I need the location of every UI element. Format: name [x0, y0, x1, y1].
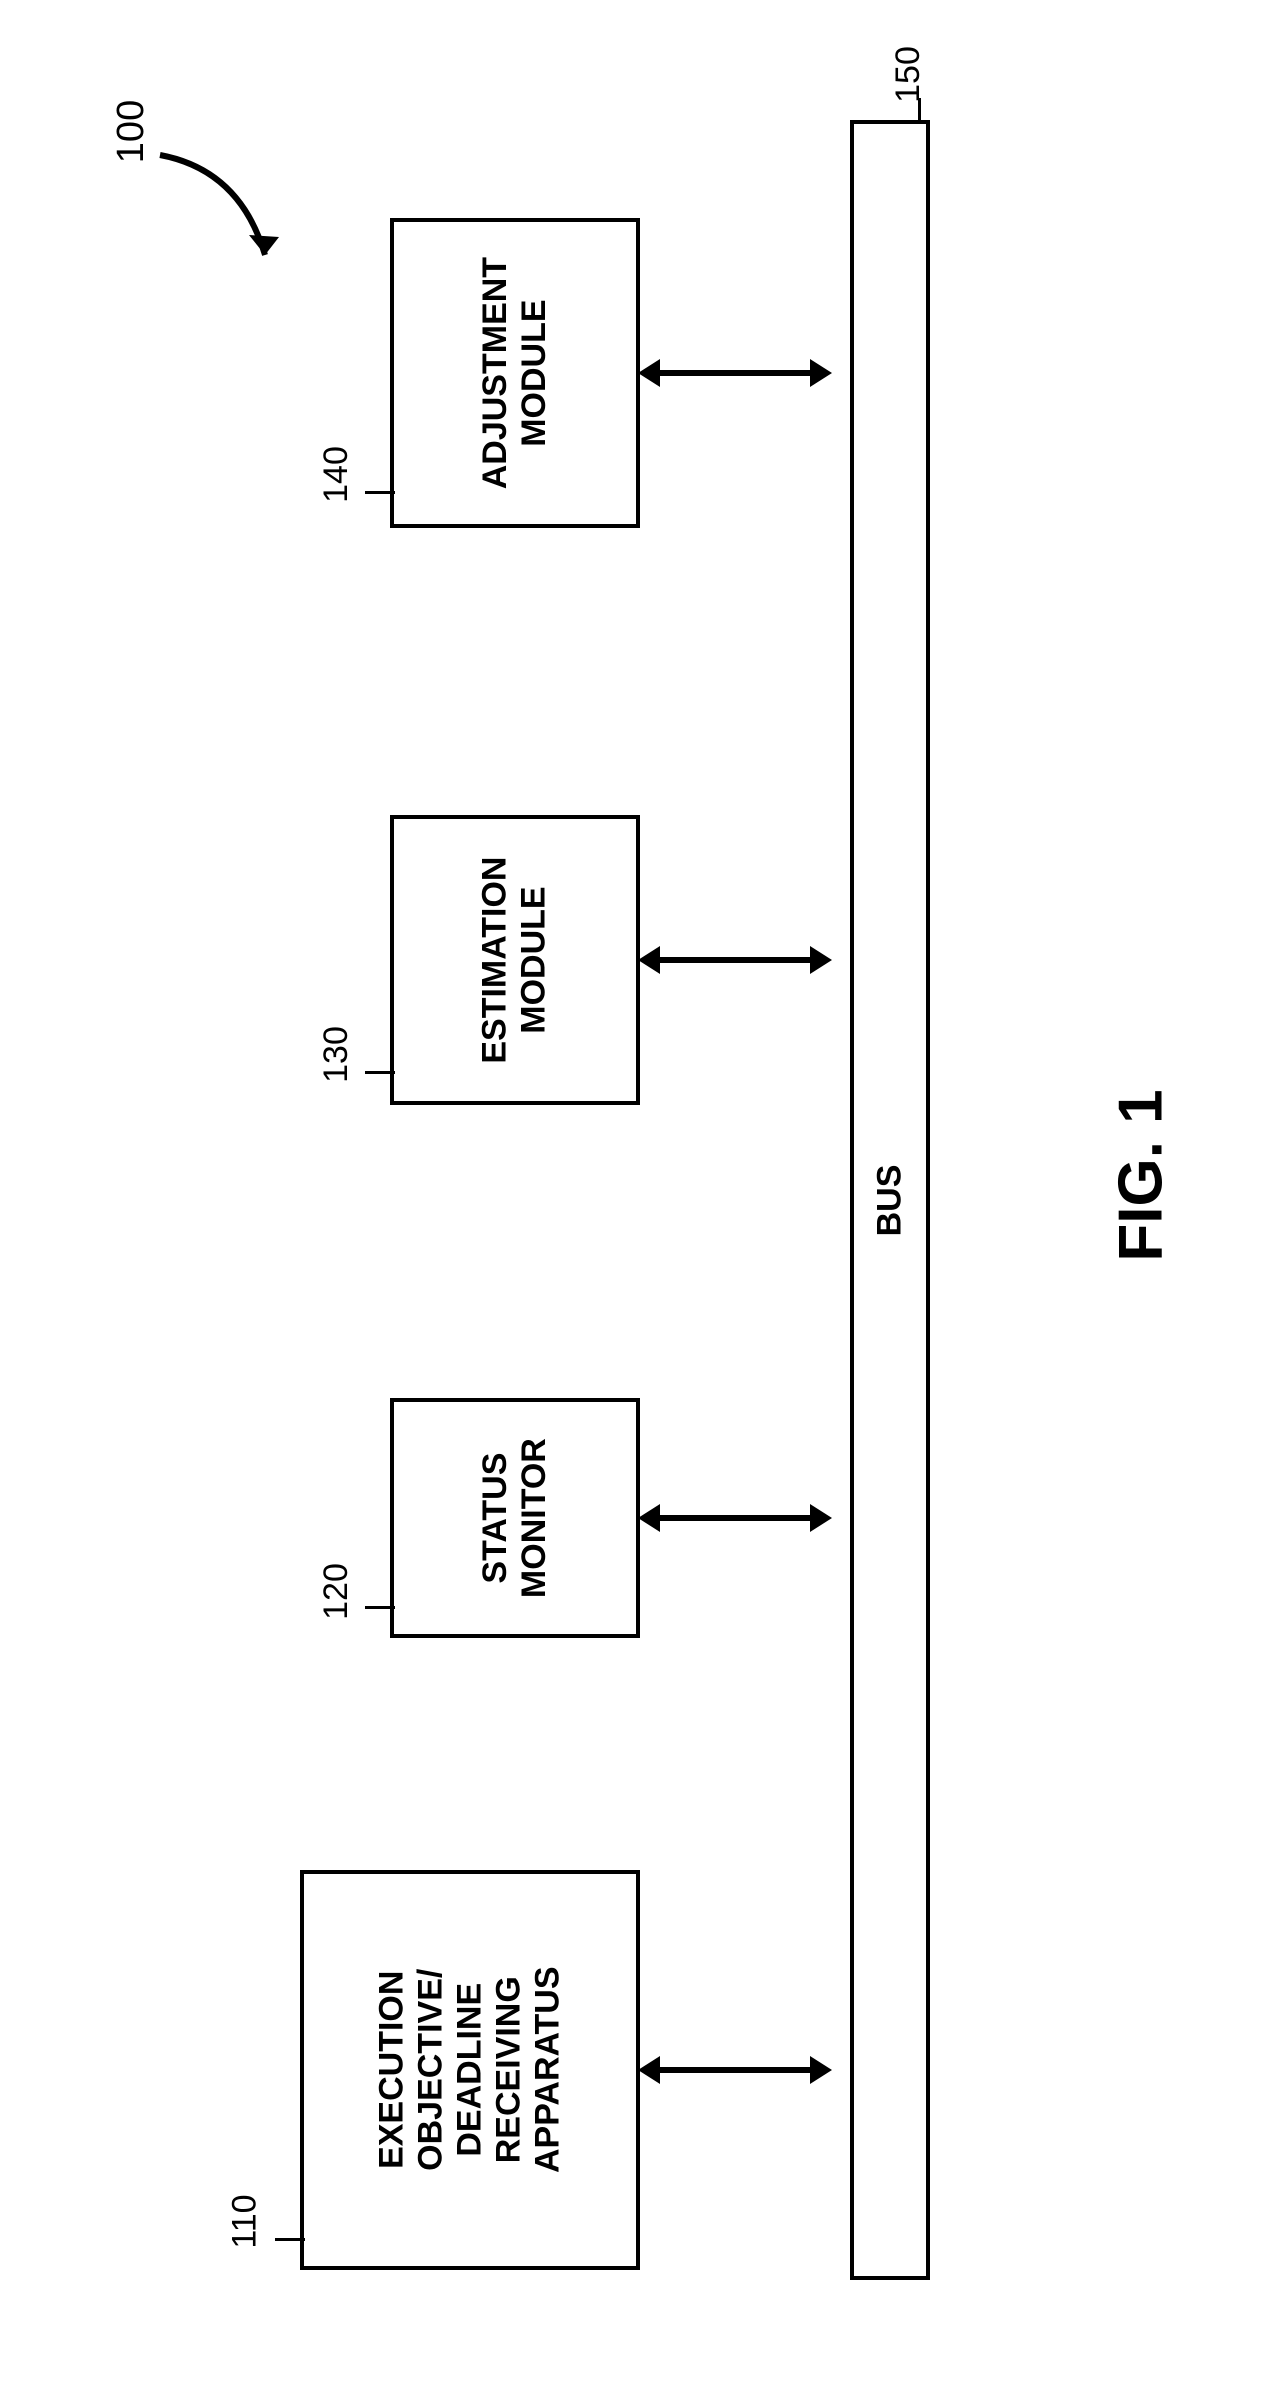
status-monitor-block: STATUS MONITOR	[390, 1398, 640, 1638]
status-monitor-label: STATUS MONITOR	[476, 1438, 554, 1598]
execution-receiving-connector	[660, 2067, 810, 2073]
bus-ref-leader	[918, 98, 921, 123]
status-monitor-ref: 120	[317, 1563, 356, 1620]
execution-receiving-leader	[275, 2238, 305, 2241]
execution-receiving-ref: 110	[226, 2194, 265, 2248]
adjustment-module-ref: 140	[317, 446, 356, 503]
bus-label: BUS	[870, 1164, 909, 1236]
diagram-canvas: BUS 150 EXECUTION OBJECTIVE/ DEADLINE RE…	[0, 0, 1267, 2408]
adjustment-module-block: ADJUSTMENT MODULE	[390, 218, 640, 528]
execution-receiving-block: EXECUTION OBJECTIVE/ DEADLINE RECEIVING …	[300, 1870, 640, 2270]
adjustment-module-label: ADJUSTMENT MODULE	[476, 257, 554, 489]
execution-receiving-label: EXECUTION OBJECTIVE/ DEADLINE RECEIVING …	[372, 1967, 567, 2174]
estimation-module-ref: 130	[317, 1026, 356, 1083]
status-monitor-connector	[660, 1515, 810, 1521]
estimation-module-leader	[365, 1071, 395, 1074]
bus-ref: 150	[889, 46, 928, 103]
bus-block: BUS	[850, 120, 930, 2280]
figure-title: FIG. 1	[1106, 1089, 1177, 1261]
estimation-module-block: ESTIMATION MODULE	[390, 815, 640, 1105]
figure-overall-arrow	[145, 145, 295, 295]
adjustment-module-connector	[660, 370, 810, 376]
status-monitor-leader	[365, 1606, 395, 1609]
estimation-module-connector	[660, 957, 810, 963]
estimation-module-label: ESTIMATION MODULE	[476, 856, 554, 1063]
adjustment-module-leader	[365, 491, 395, 494]
